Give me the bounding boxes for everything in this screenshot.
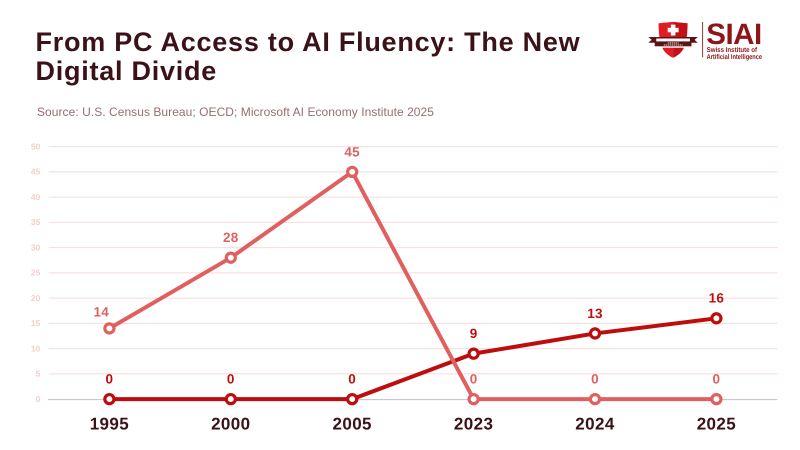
svg-text:0: 0 xyxy=(348,372,356,387)
svg-text:Artificial Intelligence: Artificial Intelligence xyxy=(707,53,763,61)
svg-text:0: 0 xyxy=(712,372,720,387)
svg-text:40: 40 xyxy=(31,192,41,202)
svg-text:28: 28 xyxy=(223,230,239,245)
svg-text:SIAI: SIAI xyxy=(706,18,761,51)
svg-text:10: 10 xyxy=(31,343,41,353)
svg-text:2025: 2025 xyxy=(697,415,736,434)
svg-text:50: 50 xyxy=(31,141,41,151)
svg-text:20: 20 xyxy=(31,293,41,303)
svg-text:1995: 1995 xyxy=(90,415,129,434)
svg-text:0: 0 xyxy=(591,372,599,387)
svg-text:2005: 2005 xyxy=(332,415,371,434)
svg-text:30: 30 xyxy=(31,242,41,252)
svg-text:45: 45 xyxy=(344,144,360,159)
svg-text:9: 9 xyxy=(470,326,478,341)
svg-text:45: 45 xyxy=(31,167,41,177)
svg-text:14: 14 xyxy=(93,305,109,320)
svg-text:0: 0 xyxy=(105,372,113,387)
svg-text:2023: 2023 xyxy=(454,415,493,434)
svg-text:2000: 2000 xyxy=(211,415,250,434)
svg-text:Swiss Institute of: Swiss Institute of xyxy=(707,46,758,54)
svg-text:16: 16 xyxy=(709,291,725,306)
svg-text:0: 0 xyxy=(36,394,41,404)
svg-text:2024: 2024 xyxy=(575,415,615,434)
svg-text:0: 0 xyxy=(470,372,478,387)
svg-text:5: 5 xyxy=(36,369,41,379)
svg-text:15: 15 xyxy=(31,318,41,328)
svg-text:25: 25 xyxy=(31,268,41,278)
svg-text:0: 0 xyxy=(227,372,235,387)
svg-text:35: 35 xyxy=(31,217,41,227)
svg-text:13: 13 xyxy=(587,306,603,321)
